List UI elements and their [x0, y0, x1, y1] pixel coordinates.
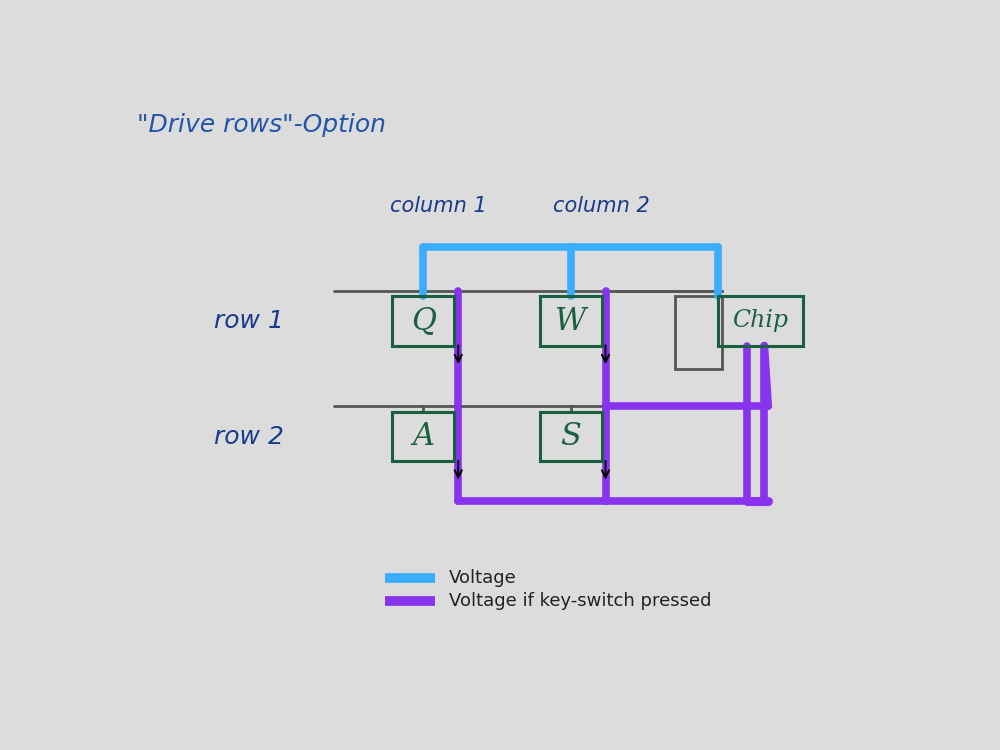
Bar	[392, 296, 454, 346]
Text: Voltage if key-switch pressed: Voltage if key-switch pressed	[449, 592, 711, 610]
Text: A: A	[412, 421, 434, 452]
Bar	[392, 412, 454, 461]
Text: Q: Q	[411, 305, 436, 337]
Text: row 2: row 2	[214, 424, 284, 448]
Text: "Drive rows"-Option: "Drive rows"-Option	[137, 113, 386, 137]
Text: W: W	[555, 305, 586, 337]
Bar	[718, 296, 803, 346]
Text: row 1: row 1	[214, 309, 284, 333]
Text: column 1: column 1	[390, 196, 487, 215]
Text: Chip: Chip	[732, 310, 788, 332]
Bar	[540, 296, 602, 346]
Text: S: S	[560, 421, 581, 452]
Bar	[540, 412, 602, 461]
Bar	[675, 296, 722, 369]
Text: Voltage: Voltage	[449, 569, 517, 587]
Text: column 2: column 2	[553, 196, 650, 215]
